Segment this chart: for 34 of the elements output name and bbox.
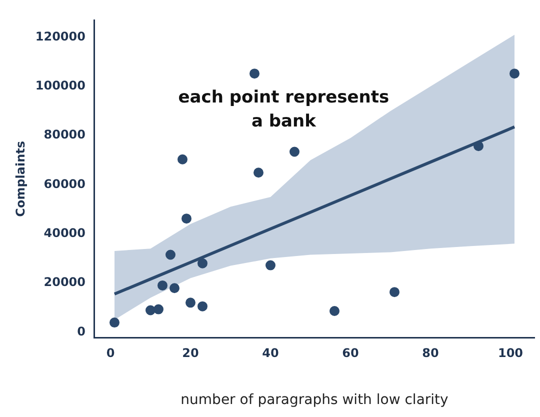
- point: [390, 287, 400, 298]
- x-tick-label: 0: [106, 346, 115, 360]
- point: [266, 260, 276, 270]
- point: [182, 214, 192, 224]
- x-tick-label: 80: [422, 346, 439, 360]
- x-tick-label: 60: [342, 346, 359, 360]
- point: [178, 154, 188, 164]
- point: [186, 298, 196, 308]
- annotation: each point represents a bank: [178, 87, 390, 132]
- y-tick-label: 0: [77, 324, 86, 338]
- x-tick-label: 20: [182, 346, 199, 360]
- y-tick-label: 40000: [44, 226, 86, 240]
- point: [166, 250, 176, 260]
- point: [170, 283, 180, 294]
- y-tick-label: 60000: [44, 176, 86, 191]
- y-tick-label: 100000: [35, 78, 86, 92]
- x-axis-title: number of paragraphs with low clarity: [180, 392, 448, 408]
- x-tick-label: 100: [498, 346, 524, 360]
- x-tick-label: 40: [262, 346, 279, 360]
- y-tick-label: 80000: [44, 128, 86, 142]
- point: [198, 258, 208, 268]
- y-axis-title: Complaints: [13, 140, 28, 217]
- point: [330, 306, 340, 316]
- point: [290, 146, 300, 157]
- point: [254, 168, 264, 178]
- point: [110, 318, 120, 328]
- point: [474, 141, 484, 152]
- point: [198, 301, 208, 312]
- point: [250, 68, 260, 79]
- point: [158, 280, 168, 290]
- point: [154, 304, 164, 314]
- y-tick-label: 120000: [35, 29, 86, 44]
- y-tick-label: 20000: [44, 275, 86, 290]
- point: [510, 68, 520, 79]
